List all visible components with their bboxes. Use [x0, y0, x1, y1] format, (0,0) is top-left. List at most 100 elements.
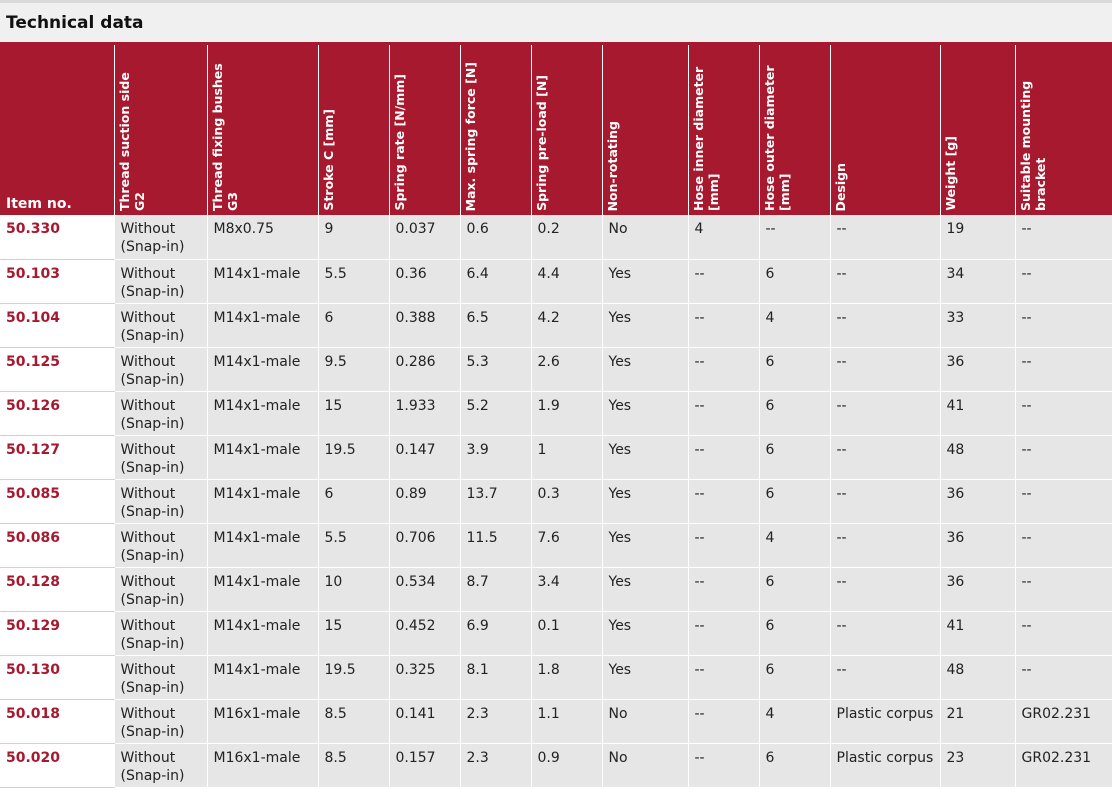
cell-g3: M14x1-male	[207, 391, 319, 436]
cell-g2: Without (Snap-in)	[114, 611, 208, 656]
cell-hoseout: 6	[759, 567, 831, 612]
cell-item: 50.127	[0, 435, 115, 480]
cell-maxforce: 2.3	[460, 743, 532, 788]
cell-item: 50.330	[0, 215, 115, 260]
cell-g3: M14x1-male	[207, 611, 319, 656]
cell-rate: 0.534	[389, 567, 461, 612]
column-header-unit: G2	[131, 192, 147, 211]
column-header-hosein: Hose inner diameter [mm]	[688, 45, 760, 215]
cell-maxforce: 3.9	[460, 435, 532, 480]
cell-rate: 1.933	[389, 391, 461, 436]
cell-design: --	[830, 347, 941, 392]
cell-stroke: 8.5	[318, 699, 390, 744]
cell-preload: 1	[531, 435, 603, 480]
column-header-weight: Weight [g]	[940, 45, 1016, 215]
cell-g3: M14x1-male	[207, 259, 319, 304]
cell-design: --	[830, 479, 941, 524]
cell-weight: 23	[940, 743, 1016, 788]
cell-g2: Without (Snap-in)	[114, 479, 208, 524]
column-header-label: Spring pre-load	[533, 101, 549, 211]
cell-hosein: --	[688, 567, 760, 612]
cell-g3: M14x1-male	[207, 347, 319, 392]
cell-maxforce: 2.3	[460, 699, 532, 744]
cell-stroke: 6	[318, 303, 390, 348]
cell-hoseout: 6	[759, 611, 831, 656]
cell-maxforce: 6.4	[460, 259, 532, 304]
table-row: 50.103 Without (Snap-in) M14x1-male 5.5 0.36…	[0, 259, 1112, 304]
cell-bracket: --	[1015, 611, 1112, 656]
table-row: 50.018 Without (Snap-in) M16x1-male 8.5 0.14…	[0, 699, 1112, 744]
cell-g2: Without (Snap-in)	[114, 303, 208, 348]
cell-hoseout: --	[759, 215, 831, 260]
cell-g3: M14x1-male	[207, 479, 319, 524]
column-header-label: Suitable mounting bracket	[1017, 80, 1048, 211]
cell-stroke: 10	[318, 567, 390, 612]
cell-hoseout: 6	[759, 655, 831, 700]
cell-bracket: --	[1015, 259, 1112, 304]
cell-weight: 41	[940, 611, 1016, 656]
cell-bracket: --	[1015, 523, 1112, 568]
cell-design: --	[830, 303, 941, 348]
cell-hosein: --	[688, 523, 760, 568]
cell-rate: 0.36	[389, 259, 461, 304]
cell-g3: M16x1-male	[207, 699, 319, 744]
cell-g2: Without (Snap-in)	[114, 567, 208, 612]
cell-g2: Without (Snap-in)	[114, 391, 208, 436]
cell-weight: 48	[940, 655, 1016, 700]
column-header-unit: G3	[224, 192, 240, 211]
column-header-unit: [mm]	[320, 109, 336, 147]
cell-preload: 1.8	[531, 655, 603, 700]
cell-design: --	[830, 259, 941, 304]
cell-maxforce: 8.7	[460, 567, 532, 612]
table-row: 50.130 Without (Snap-in) M14x1-male 19.5 0.3…	[0, 655, 1112, 700]
cell-weight: 36	[940, 347, 1016, 392]
cell-weight: 33	[940, 303, 1016, 348]
cell-maxforce: 8.1	[460, 655, 532, 700]
column-header-rate: Spring rate [N/mm]	[389, 45, 461, 215]
cell-item: 50.126	[0, 391, 115, 436]
cell-nonrot: No	[602, 699, 689, 744]
cell-stroke: 5.5	[318, 523, 390, 568]
cell-maxforce: 5.3	[460, 347, 532, 392]
cell-item: 50.104	[0, 303, 115, 348]
cell-hoseout: 4	[759, 523, 831, 568]
column-header-unit: [N/mm]	[391, 74, 407, 127]
cell-hosein: --	[688, 479, 760, 524]
cell-weight: 36	[940, 523, 1016, 568]
cell-nonrot: Yes	[602, 303, 689, 348]
cell-preload: 2.6	[531, 347, 603, 392]
cell-design: Plastic corpus	[830, 743, 941, 788]
cell-stroke: 5.5	[318, 259, 390, 304]
cell-bracket: --	[1015, 215, 1112, 260]
cell-stroke: 9.5	[318, 347, 390, 392]
cell-nonrot: No	[602, 743, 689, 788]
cell-hoseout: 6	[759, 479, 831, 524]
column-header-design: Design	[830, 45, 941, 215]
cell-bracket: --	[1015, 479, 1112, 524]
cell-g3: M16x1-male	[207, 743, 319, 788]
column-header-label: Hose inner diameter	[690, 66, 706, 211]
cell-hoseout: 6	[759, 391, 831, 436]
cell-g2: Without (Snap-in)	[114, 699, 208, 744]
column-header-label: Max. spring force	[462, 87, 478, 211]
cell-hosein: --	[688, 303, 760, 348]
column-header-preload: Spring pre-load [N]	[531, 45, 603, 215]
cell-maxforce: 13.7	[460, 479, 532, 524]
cell-g2: Without (Snap-in)	[114, 215, 208, 260]
column-header-unit: [N]	[533, 75, 549, 97]
cell-item: 50.103	[0, 259, 115, 304]
cell-bracket: --	[1015, 435, 1112, 480]
cell-preload: 1.9	[531, 391, 603, 436]
table-row: 50.126 Without (Snap-in) M14x1-male 15 1.933…	[0, 391, 1112, 436]
cell-weight: 21	[940, 699, 1016, 744]
cell-weight: 36	[940, 479, 1016, 524]
cell-item: 50.125	[0, 347, 115, 392]
cell-bracket: --	[1015, 567, 1112, 612]
cell-maxforce: 5.2	[460, 391, 532, 436]
cell-item: 50.128	[0, 567, 115, 612]
table-row: 50.330 Without (Snap-in) M8x0.75 9 0.037 0.6 0…	[0, 215, 1112, 260]
cell-weight: 19	[940, 215, 1016, 260]
column-header-label: Spring rate	[391, 131, 407, 211]
cell-hoseout: 6	[759, 743, 831, 788]
cell-g3: M14x1-male	[207, 567, 319, 612]
